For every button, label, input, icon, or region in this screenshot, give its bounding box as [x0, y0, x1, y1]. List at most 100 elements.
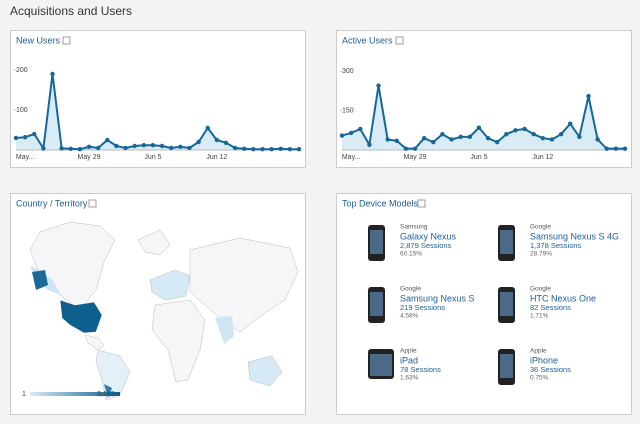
panel-title: Top Device Models [342, 198, 419, 208]
point [132, 143, 137, 149]
point [622, 146, 628, 151]
device-screen [500, 230, 513, 254]
point [358, 126, 363, 132]
argentina [104, 384, 112, 398]
point [214, 137, 220, 143]
point [105, 137, 110, 143]
x-tick-label: May 29 [78, 154, 101, 161]
europe [149, 269, 191, 301]
point [68, 146, 73, 151]
point [178, 144, 183, 149]
x-tick-label: Jun 5 [470, 154, 487, 161]
point [223, 140, 229, 145]
device-percent: 1.63% [400, 375, 419, 382]
point [41, 146, 46, 151]
device-percent: 60.15% [400, 251, 422, 258]
edit-icon[interactable] [62, 36, 71, 45]
point [22, 135, 28, 140]
south-america [95, 349, 131, 401]
point [77, 147, 83, 152]
device-brand: Google [530, 224, 551, 231]
india [215, 316, 234, 344]
point [522, 126, 527, 132]
legend-min: 1 [22, 391, 26, 398]
point [540, 135, 546, 141]
device-model: Samsung Nexus S 4G [530, 231, 619, 241]
point [59, 146, 64, 151]
point [513, 128, 518, 133]
device-sessions: 78 Sessions [400, 365, 441, 374]
device-percent: 28.79% [530, 251, 552, 258]
point [150, 143, 156, 148]
point [376, 83, 381, 88]
device-model: HTC Nexus One [530, 293, 596, 303]
device-screen [370, 292, 383, 316]
point [394, 138, 399, 143]
x-tick-label: May 29 [404, 154, 427, 161]
device-brand: Google [400, 286, 421, 293]
y-tick-label: 100 [16, 107, 28, 114]
edit-icon[interactable] [417, 199, 426, 208]
device-model: iPhone [530, 355, 558, 365]
device-sessions: 1,378 Sessions [530, 241, 582, 250]
x-tick-label: Jun 12 [206, 154, 227, 161]
point [485, 135, 491, 141]
point [287, 147, 293, 152]
point [613, 146, 619, 151]
device-screen [370, 354, 392, 376]
point [187, 145, 192, 151]
point [13, 135, 19, 141]
device-screen [500, 292, 513, 316]
point [458, 134, 463, 140]
device-screen [370, 230, 383, 254]
point [586, 93, 591, 99]
point [205, 125, 210, 131]
point [494, 139, 500, 145]
mexico [84, 334, 105, 351]
world-map: 1 3,162 [22, 221, 299, 401]
device-sessions: 219 Sessions [400, 303, 445, 312]
point [114, 143, 119, 149]
point [467, 134, 473, 140]
point [431, 139, 436, 145]
point [385, 137, 390, 142]
legend-max: 3,162 [97, 391, 115, 398]
point [260, 147, 265, 152]
point [141, 143, 147, 148]
usa[interactable] [59, 299, 103, 334]
device-brand: Samsung [400, 224, 428, 231]
point [348, 130, 354, 136]
y-tick-label: 200 [16, 67, 28, 74]
device-percent: 4.58% [400, 313, 419, 320]
edit-icon[interactable] [395, 36, 404, 45]
point [196, 139, 201, 145]
y-tick-label: 150 [342, 107, 354, 114]
point [604, 146, 609, 151]
australia [247, 355, 283, 387]
point [339, 133, 345, 138]
point [367, 142, 372, 147]
x-tick-label: May... [16, 154, 35, 161]
page-title: Acquisitions and Users [10, 4, 132, 18]
point [86, 144, 92, 149]
greenland [137, 229, 171, 256]
point [242, 146, 247, 151]
point [476, 125, 482, 130]
point [296, 147, 302, 152]
edit-icon[interactable] [88, 199, 97, 208]
point [421, 135, 427, 141]
point [577, 134, 582, 140]
point [440, 132, 445, 137]
point [504, 132, 509, 137]
device-screen [500, 354, 513, 378]
x-tick-label: Jun 5 [144, 154, 161, 161]
africa [151, 299, 206, 383]
device-model: iPad [400, 355, 418, 365]
